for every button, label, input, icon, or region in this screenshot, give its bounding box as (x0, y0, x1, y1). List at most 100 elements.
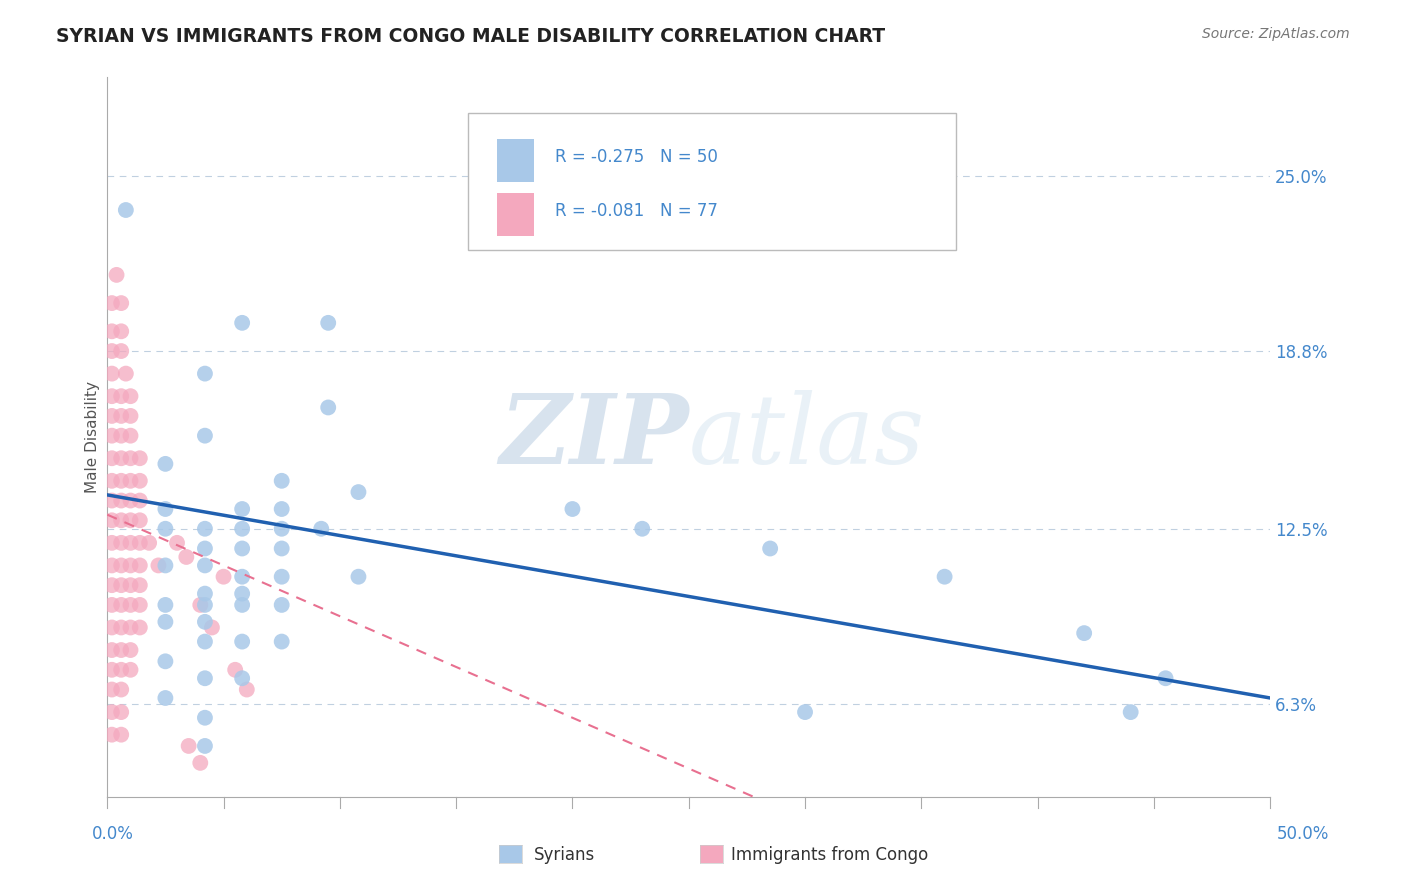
Point (194, 671, 217, 685)
Point (148, 558, 170, 573)
FancyBboxPatch shape (468, 113, 956, 250)
Point (759, 541, 782, 556)
Point (120, 409, 142, 423)
Text: ZIP: ZIP (499, 390, 689, 484)
Point (101, 663, 124, 677)
Point (231, 502, 253, 516)
Point (347, 570, 370, 584)
Point (224, 663, 246, 677)
Point (347, 485, 370, 500)
Point (110, 513, 132, 527)
Point (110, 578, 132, 592)
Point (128, 620, 150, 634)
Point (155, 558, 177, 573)
Point (270, 541, 292, 556)
Point (231, 316, 253, 330)
Point (115, 367, 138, 381)
Point (120, 474, 142, 488)
Point (110, 620, 132, 634)
Point (155, 502, 177, 516)
Point (120, 536, 142, 550)
Point (231, 671, 253, 685)
Point (561, 502, 583, 516)
Point (101, 643, 124, 657)
Point (101, 513, 124, 527)
Point (194, 522, 217, 536)
Point (194, 739, 217, 753)
Point (316, 401, 339, 415)
Point (794, 705, 817, 719)
Point (236, 682, 259, 697)
Point (110, 536, 132, 550)
Point (155, 654, 177, 668)
Point (270, 502, 292, 516)
Point (176, 549, 198, 564)
Point (194, 598, 217, 612)
Point (166, 536, 188, 550)
Y-axis label: Male Disability: Male Disability (86, 381, 100, 493)
Point (110, 682, 132, 697)
Text: Syrians: Syrians (534, 846, 596, 863)
Point (101, 682, 124, 697)
Point (110, 389, 132, 403)
Point (270, 522, 292, 536)
Point (101, 558, 124, 573)
Point (231, 570, 253, 584)
Point (212, 570, 235, 584)
Point (194, 367, 217, 381)
Point (270, 474, 292, 488)
Point (231, 598, 253, 612)
Point (155, 691, 177, 706)
Point (101, 428, 124, 442)
Point (128, 558, 150, 573)
Point (120, 620, 142, 634)
Point (194, 634, 217, 648)
Point (155, 457, 177, 471)
Point (110, 598, 132, 612)
Point (155, 522, 177, 536)
Point (128, 536, 150, 550)
Point (128, 474, 150, 488)
Point (101, 451, 124, 466)
Point (270, 598, 292, 612)
Point (1154, 671, 1177, 685)
Point (110, 474, 132, 488)
Point (155, 598, 177, 612)
Point (101, 578, 124, 592)
Point (316, 316, 339, 330)
Point (101, 389, 124, 403)
Point (120, 513, 142, 527)
Point (101, 728, 124, 742)
Point (934, 570, 956, 584)
Point (105, 268, 128, 282)
Point (128, 578, 150, 592)
Point (128, 451, 150, 466)
Text: Immigrants from Congo: Immigrants from Congo (731, 846, 928, 863)
Point (110, 451, 132, 466)
Point (631, 522, 654, 536)
Point (101, 324, 124, 338)
Point (120, 643, 142, 657)
Point (101, 493, 124, 508)
Point (101, 344, 124, 359)
Text: atlas: atlas (689, 390, 925, 484)
Point (1073, 626, 1095, 640)
Text: SYRIAN VS IMMIGRANTS FROM CONGO MALE DISABILITY CORRELATION CHART: SYRIAN VS IMMIGRANTS FROM CONGO MALE DIS… (56, 27, 886, 45)
Point (110, 705, 132, 719)
Point (128, 598, 150, 612)
Point (101, 409, 124, 423)
Point (194, 615, 217, 629)
Point (110, 344, 132, 359)
Point (177, 739, 200, 753)
Point (201, 620, 224, 634)
Text: 50.0%: 50.0% (1277, 825, 1329, 843)
Point (138, 536, 160, 550)
Point (194, 558, 217, 573)
Point (110, 493, 132, 508)
Point (194, 711, 217, 725)
Point (128, 493, 150, 508)
Point (270, 634, 292, 648)
Point (120, 493, 142, 508)
Point (110, 324, 132, 338)
Point (231, 587, 253, 601)
